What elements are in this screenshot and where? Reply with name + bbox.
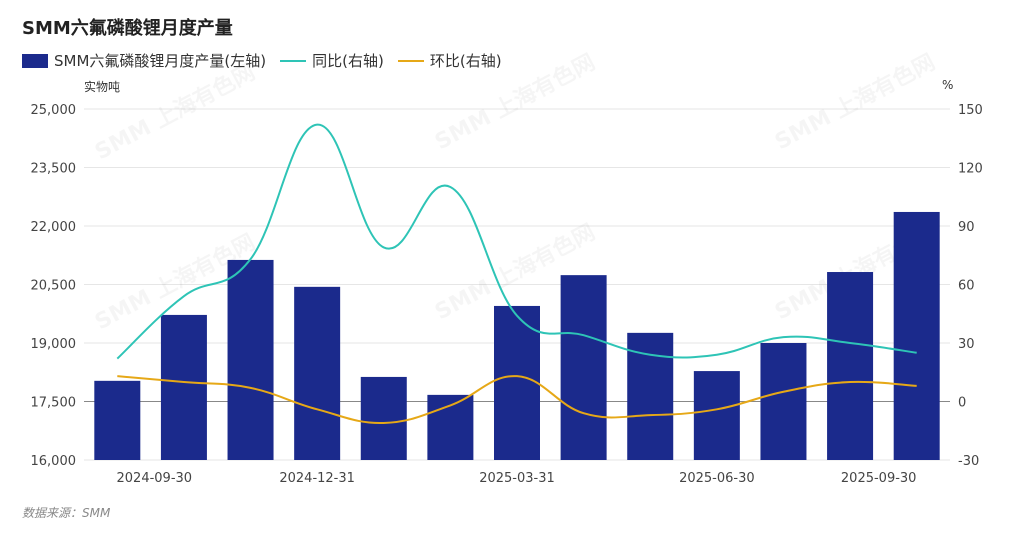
bar-2025-06 [693, 371, 740, 460]
y-right-tick-label: 0 [958, 396, 966, 411]
line-mom [117, 375, 917, 424]
legend-item-production[interactable]: SMM六氟磷酸锂月度产量(左轴) [22, 50, 266, 71]
legend-item-yoy[interactable]: 同比(右轴) [280, 50, 384, 71]
left-axis-unit: 实物吨 [84, 80, 121, 94]
y-right-tick-label: -30 [958, 454, 979, 469]
legend: SMM六氟磷酸锂月度产量(左轴) 同比(右轴) 环比(右轴) [22, 50, 516, 71]
y-left-tick-label: 25,000 [31, 103, 77, 118]
y-right-tick-label: 60 [958, 279, 975, 294]
watermark: SMM 上海有色网 [431, 49, 600, 155]
bar-2024-12 [294, 286, 341, 460]
watermark: SMM 上海有色网 [771, 49, 940, 155]
y-left-tick-label: 23,500 [31, 162, 77, 177]
y-left-tick-label: 20,500 [31, 279, 77, 294]
bar-2025-04 [560, 275, 607, 460]
y-right-tick-label: 120 [958, 162, 983, 177]
line-yoy [116, 123, 917, 360]
bar-2025-01 [360, 376, 407, 460]
legend-item-mom[interactable]: 环比(右轴) [397, 50, 502, 71]
legend-swatch [22, 53, 48, 68]
bar-2025-09 [893, 211, 940, 460]
legend-label: 同比(右轴) [312, 52, 384, 70]
y-right-tick-label: 90 [958, 220, 975, 235]
chart-title: SMM六氟磷酸锂月度产量 [22, 18, 233, 39]
legend-label: 环比(右轴) [429, 52, 502, 70]
bar-2025-08 [827, 272, 874, 460]
x-tick-label: 2025-03-31 [479, 471, 555, 486]
y-left-tick-label: 17,500 [31, 396, 77, 411]
right-axis-unit: % [942, 78, 954, 92]
bar-2024-09 [94, 380, 141, 460]
bar-2025-07 [760, 343, 807, 460]
bar-2024-10 [160, 314, 207, 460]
bar-2025-03 [494, 305, 540, 460]
x-tick-label: 2025-09-30 [841, 471, 917, 486]
legend-swatch [397, 59, 424, 62]
legend-label: SMM六氟磷酸锂月度产量(左轴) [54, 52, 267, 70]
y-left-tick-label: 19,000 [31, 337, 77, 352]
y-right-tick-label: 150 [958, 103, 983, 118]
y-left-tick-label: 22,000 [31, 220, 77, 235]
y-left-tick-label: 16,000 [31, 454, 77, 469]
data-source: 数据来源：SMM [22, 506, 111, 520]
bar-2024-11 [227, 259, 274, 460]
x-tick-label: 2024-09-30 [117, 471, 193, 486]
x-tick-label: 2024-12-31 [279, 471, 355, 486]
y-right-tick-label: 30 [958, 337, 975, 352]
legend-swatch [280, 59, 307, 62]
watermark: SMM 上海有色网 [91, 59, 260, 165]
x-tick-label: 2025-06-30 [679, 471, 755, 486]
